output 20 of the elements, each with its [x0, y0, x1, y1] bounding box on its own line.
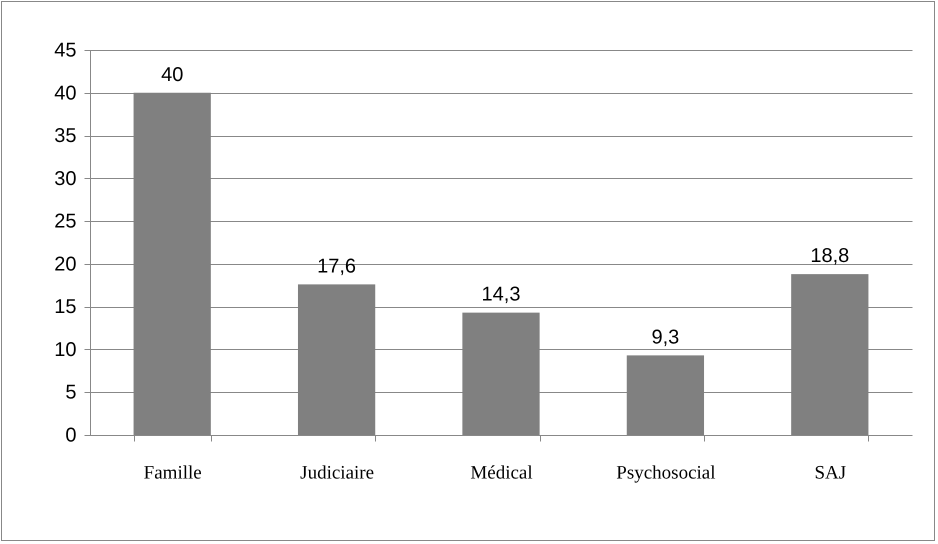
y-tick-label: 45 [54, 40, 76, 62]
data-label: 17,6 [317, 255, 356, 278]
data-label: 9,3 [651, 326, 680, 348]
data-label: 18,8 [810, 245, 850, 268]
y-tick-label: 25 [54, 210, 76, 233]
y-tick-label: 35 [54, 125, 76, 148]
y-tick-label: 15 [54, 296, 76, 318]
y-tick-label: 40 [54, 82, 76, 104]
y-tick-label: 20 [54, 253, 76, 276]
data-label: 14,3 [482, 284, 520, 306]
y-tick-label: 10 [54, 338, 76, 361]
y-tick-label: 0 [65, 424, 76, 446]
x-tick-label: Judiciaire [300, 462, 374, 484]
y-tick-label: 30 [54, 168, 76, 190]
x-tick-label: Médical [470, 462, 533, 484]
x-tick-label: Famille [144, 462, 202, 484]
x-tick-label: SAJ [814, 462, 846, 484]
data-label: 40 [161, 64, 184, 86]
x-tick-label: Psychosocial [616, 462, 716, 484]
y-tick-label: 5 [65, 382, 76, 404]
